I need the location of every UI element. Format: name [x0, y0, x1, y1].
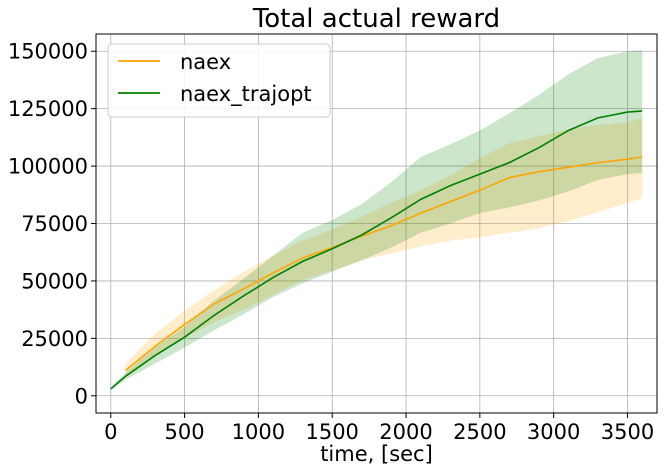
y-tick-label: 0 [75, 384, 88, 408]
x-tick-label: 3500 [601, 420, 654, 444]
y-tick-label: 75000 [21, 212, 88, 236]
x-tick-label: 1500 [305, 420, 358, 444]
confidence-band-naex [125, 117, 643, 376]
x-tick-label: 2000 [379, 420, 432, 444]
x-tick-label: 500 [165, 420, 205, 444]
confidence-bands [110, 50, 643, 391]
y-tick-label: 25000 [21, 327, 88, 351]
y-tick-label: 125000 [8, 97, 88, 121]
legend-box [107, 43, 331, 118]
x-tick-label: 3000 [527, 420, 580, 444]
x-tick-label: 2500 [453, 420, 506, 444]
x-axis-label: time, [sec] [320, 442, 433, 466]
y-tick-label: 100000 [8, 155, 88, 179]
legend-label-naex: naex [180, 50, 231, 74]
legend-label-naex-trajopt: naex_trajopt [180, 82, 312, 107]
y-tick-label: 50000 [21, 269, 88, 293]
chart-title: Total actual reward [252, 4, 500, 34]
series-line-naex [125, 156, 643, 372]
y-tick-label: 150000 [8, 40, 88, 64]
x-tick-label: 0 [104, 420, 117, 444]
x-tick-label: 1000 [232, 420, 285, 444]
series-line-naex-trajopt [110, 110, 643, 390]
series-lines [110, 110, 643, 390]
axis-ticks: 0 500 1000 1500 2000 2500 3000 3500 0 25000 50000 7… [8, 40, 654, 444]
confidence-band-naex-trajopt [110, 50, 643, 391]
legend: naex naex_trajopt [107, 43, 331, 118]
